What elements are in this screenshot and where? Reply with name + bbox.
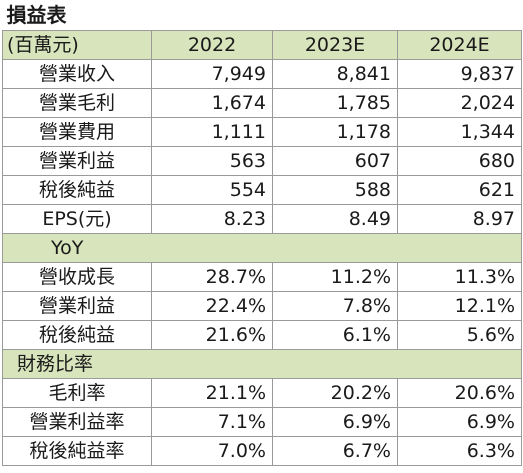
table-row: 稅後純益 21.6% 6.1% 5.6% xyxy=(2,320,522,350)
cell-value: 554 xyxy=(151,175,273,205)
cell-value: 7.1% xyxy=(151,407,273,437)
cell-value: 9,837 xyxy=(397,59,522,89)
cell-value: 12.1% xyxy=(397,291,522,321)
table-row: 營收成長 28.7% 11.2% 11.3% xyxy=(2,262,522,292)
cell-value: 8.97 xyxy=(397,204,522,234)
cell-value: 6.3% xyxy=(397,436,522,466)
row-label: EPS(元) xyxy=(2,204,152,234)
cell-value: 7.0% xyxy=(151,436,273,466)
row-label: 毛利率 xyxy=(2,378,152,408)
cell-value: 6.7% xyxy=(272,436,398,466)
table-row: 營業毛利 1,674 1,785 2,024 xyxy=(2,88,522,118)
row-label: 營業利益 xyxy=(2,291,152,321)
cell-value: 5.6% xyxy=(397,320,522,350)
cell-value: 8.23 xyxy=(151,204,273,234)
cell-value: 1,344 xyxy=(397,117,522,147)
section-title: 財務比率 xyxy=(2,349,522,379)
cell-value: 6.1% xyxy=(272,320,398,350)
table-row: 營業利益 22.4% 7.8% 12.1% xyxy=(2,291,522,321)
row-label: 營收成長 xyxy=(2,262,152,292)
row-label: 稅後純益 xyxy=(2,175,152,205)
row-label: 稅後純益率 xyxy=(2,436,152,466)
cell-value: 20.2% xyxy=(272,378,398,408)
table-row: 營業收入 7,949 8,841 9,837 xyxy=(2,59,522,89)
section-title: YoY xyxy=(2,233,522,263)
row-label: 營業毛利 xyxy=(2,88,152,118)
table-row: 營業利益 563 607 680 xyxy=(2,146,522,176)
cell-value: 7,949 xyxy=(151,59,273,89)
cell-value: 6.9% xyxy=(397,407,522,437)
row-label: 營業利益率 xyxy=(2,407,152,437)
cell-value: 1,111 xyxy=(151,117,273,147)
cell-value: 11.3% xyxy=(397,262,522,292)
cell-value: 621 xyxy=(397,175,522,205)
cell-value: 28.7% xyxy=(151,262,273,292)
cell-value: 21.1% xyxy=(151,378,273,408)
row-label: 營業費用 xyxy=(2,117,152,147)
table-row: 營業費用 1,111 1,178 1,344 xyxy=(2,117,522,147)
cell-value: 11.2% xyxy=(272,262,398,292)
table-row: 稅後純益 554 588 621 xyxy=(2,175,522,205)
cell-value: 1,785 xyxy=(272,88,398,118)
cell-value: 20.6% xyxy=(397,378,522,408)
cell-value: 6.9% xyxy=(272,407,398,437)
year-header-2023e: 2023E xyxy=(272,30,398,60)
table-row: 稅後純益率 7.0% 6.7% 6.3% xyxy=(2,436,522,466)
cell-value: 22.4% xyxy=(151,291,273,321)
table-row: 毛利率 21.1% 20.2% 20.6% xyxy=(2,378,522,408)
cell-value: 7.8% xyxy=(272,291,398,321)
year-header-2022: 2022 xyxy=(151,30,273,60)
sheet-title: 損益表 xyxy=(2,0,522,31)
section-header-yoy: YoY xyxy=(2,233,522,263)
cell-value: 1,674 xyxy=(151,88,273,118)
cell-value: 563 xyxy=(151,146,273,176)
cell-value: 21.6% xyxy=(151,320,273,350)
cell-value: 8.49 xyxy=(272,204,398,234)
row-label: 稅後純益 xyxy=(2,320,152,350)
row-label: 營業利益 xyxy=(2,146,152,176)
cell-value: 8,841 xyxy=(272,59,398,89)
unit-header: (百萬元) xyxy=(2,30,152,60)
cell-value: 2,024 xyxy=(397,88,522,118)
year-header-2024e: 2024E xyxy=(397,30,522,60)
cell-value: 607 xyxy=(272,146,398,176)
cell-value: 680 xyxy=(397,146,522,176)
table-row: 營業利益率 7.1% 6.9% 6.9% xyxy=(2,407,522,437)
title-row: 損益表 xyxy=(2,0,522,31)
cell-value: 1,178 xyxy=(272,117,398,147)
cell-value: 588 xyxy=(272,175,398,205)
header-row: (百萬元) 2022 2023E 2024E xyxy=(2,30,522,60)
income-statement-table: 損益表 (百萬元) 2022 2023E 2024E 營業收入 7,949 8,… xyxy=(2,0,522,466)
table-row: EPS(元) 8.23 8.49 8.97 xyxy=(2,204,522,234)
row-label: 營業收入 xyxy=(2,59,152,89)
section-header-ratios: 財務比率 xyxy=(2,349,522,379)
